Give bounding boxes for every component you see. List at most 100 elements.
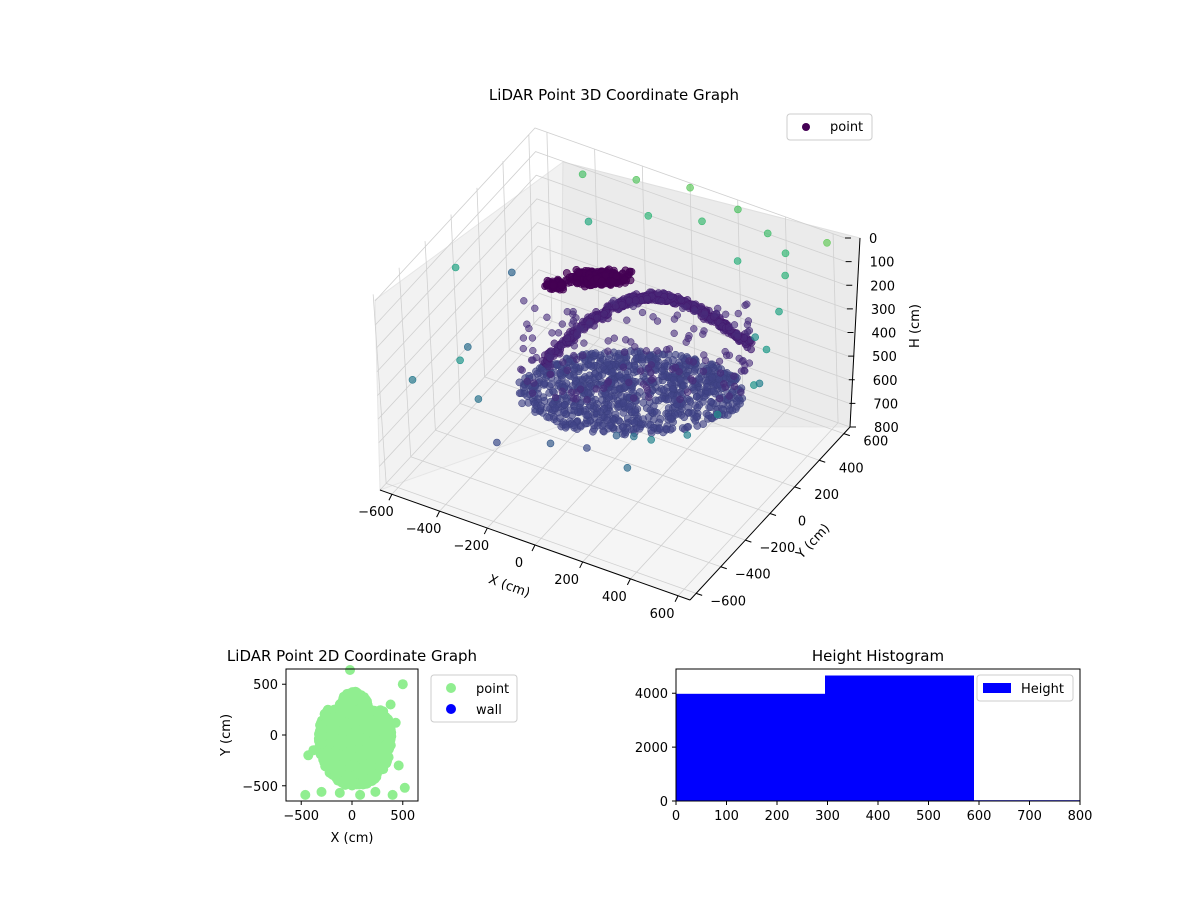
scatter-point xyxy=(612,431,621,440)
cloud-point xyxy=(666,292,675,300)
cloud-point xyxy=(631,296,640,305)
grid-line xyxy=(424,241,436,431)
scatter-point-2d xyxy=(334,787,345,798)
scatter-point xyxy=(755,379,764,388)
x-tick-label-hist: 500 xyxy=(916,809,941,824)
cloud-point xyxy=(653,317,662,325)
legend-2d-label-wall: wall xyxy=(476,703,502,718)
x-tick-mark xyxy=(674,595,679,602)
grid-line xyxy=(502,161,510,351)
cloud-point xyxy=(676,395,684,403)
cloud-point-2d xyxy=(367,768,378,779)
x-tick-mark xyxy=(579,561,584,569)
z-tick-label: 100 xyxy=(870,256,895,271)
cloud-point xyxy=(592,385,600,393)
cloud-point xyxy=(572,314,580,322)
cloud-point xyxy=(609,296,618,305)
scatter-point-2d xyxy=(370,786,381,797)
cloud-point xyxy=(539,366,548,375)
ticks-3d: −600−400−2000200400600−600−400−200020040… xyxy=(358,232,899,622)
grid-line xyxy=(459,403,771,514)
grid-line xyxy=(450,214,461,404)
cloud-point xyxy=(520,297,528,305)
cloud-point xyxy=(604,337,612,345)
cloud-point xyxy=(619,399,628,407)
x-tick-mark xyxy=(626,578,631,586)
chart-2d: LiDAR Point 2D Coordinate Graph −500 0 500… xyxy=(219,647,518,846)
cloud-point xyxy=(563,308,571,316)
cloud-point-2d xyxy=(327,717,338,728)
grid-line xyxy=(476,187,486,377)
scatter-point xyxy=(713,410,722,419)
cloud-point xyxy=(684,334,692,343)
cloud-point xyxy=(701,356,710,365)
cloud-point xyxy=(700,327,708,335)
y-tick-mark xyxy=(843,433,851,437)
cloud-point xyxy=(691,307,699,315)
scatter-point-2d xyxy=(308,745,319,756)
cloud-point xyxy=(715,357,724,366)
cloud-point xyxy=(549,387,557,395)
scatter-point xyxy=(683,431,692,439)
cloud-point xyxy=(580,339,588,347)
cloud-point-2d xyxy=(341,721,352,732)
legend-histogram-swatch xyxy=(983,683,1011,693)
cloud-point xyxy=(585,320,593,328)
cloud-point-2d xyxy=(336,734,347,745)
cloud-point xyxy=(517,365,525,373)
scatter-point xyxy=(781,271,790,280)
cloud-point xyxy=(531,408,540,416)
legend-3d-label: point xyxy=(830,120,863,135)
cloud-point xyxy=(656,425,664,433)
cloud-point xyxy=(642,347,650,355)
x-tick-label-2d: −500 xyxy=(283,809,319,824)
cloud-point xyxy=(665,345,674,353)
grid-line xyxy=(677,422,839,597)
z-tick-label: 200 xyxy=(870,279,895,294)
scatter-point xyxy=(823,239,831,247)
cloud-point xyxy=(708,373,717,382)
chart-histogram: Height Histogram 0 100 200 300 400 500 600 700 8… xyxy=(635,647,1093,824)
cloud-point xyxy=(554,329,563,337)
cloud-point xyxy=(714,304,722,313)
cloud-point xyxy=(551,393,560,402)
cloud-point xyxy=(576,385,585,393)
cloud-point xyxy=(649,375,657,383)
scatter-point xyxy=(546,439,555,448)
scatter-point xyxy=(507,268,516,277)
cloud-point xyxy=(617,377,625,385)
scatter-point xyxy=(781,249,790,258)
chart-3d: LiDAR Point 3D Coordinate Graph −600 −400… xyxy=(358,86,923,622)
legend-histogram: Height xyxy=(976,674,1074,702)
y-tick-label: 0 xyxy=(798,515,806,530)
cloud-point xyxy=(573,355,581,364)
cloud-point xyxy=(570,342,578,350)
cloud-point-2d xyxy=(384,740,395,751)
scatter-point xyxy=(629,432,638,441)
z-tick-label: 500 xyxy=(872,350,897,365)
cloud-point-2d xyxy=(345,746,356,757)
y-tick-label-hist: 0 xyxy=(660,795,668,810)
y-tick-label: −600 xyxy=(710,594,746,609)
cloud-point xyxy=(730,321,739,329)
cloud-point xyxy=(743,300,751,308)
x-tick-mark xyxy=(483,527,488,535)
cloud-point xyxy=(524,398,533,407)
cloud-point xyxy=(677,296,686,304)
cloud-point xyxy=(643,294,651,303)
cloud-point xyxy=(656,415,665,423)
cloud-point xyxy=(612,271,621,280)
cloud-point xyxy=(700,310,709,319)
x-axis-label-2d: X (cm) xyxy=(331,831,374,846)
scatter-point xyxy=(734,205,742,214)
cloud-point xyxy=(620,348,629,356)
cloud-point xyxy=(545,413,554,422)
cloud-point xyxy=(725,392,733,400)
x-tick-label-hist: 100 xyxy=(714,809,739,824)
grid-line xyxy=(377,245,849,420)
legend-2d-label-point: point xyxy=(476,682,509,697)
cloud-point-2d xyxy=(349,760,360,771)
cloud-point xyxy=(684,388,692,396)
legend-2d-marker-wall xyxy=(446,704,456,714)
